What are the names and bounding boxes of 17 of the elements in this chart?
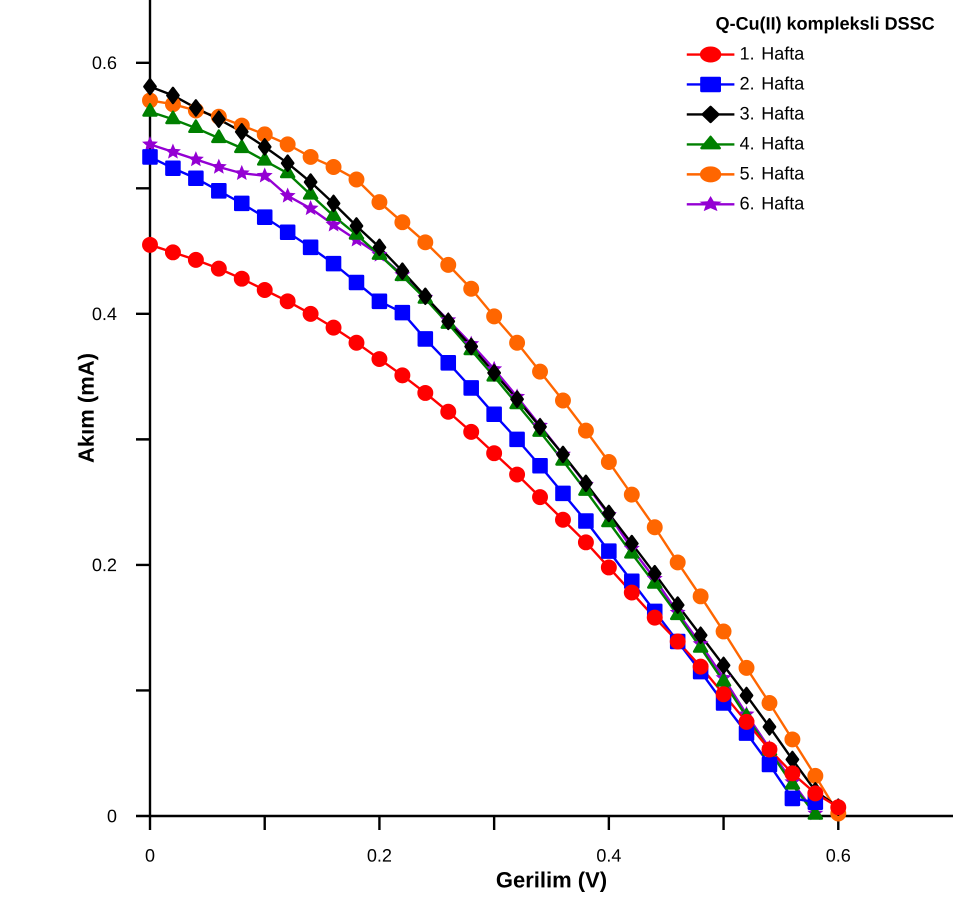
legend-label: 3. Hafta bbox=[740, 106, 804, 120]
legend-label: 1. Hafta bbox=[740, 46, 804, 60]
x-axis-title: Gerilim (V) bbox=[496, 871, 606, 892]
x-tick-label: 0 bbox=[146, 849, 154, 862]
legend-title: Q-Cu(II) kompleksli DSSC bbox=[716, 16, 934, 34]
legend-label: 4. Hafta bbox=[740, 136, 804, 150]
y-tick-label: 0.2 bbox=[92, 558, 116, 572]
legend-label: 2. Hafta bbox=[740, 76, 804, 90]
x-tick-label: 0.4 bbox=[597, 849, 621, 862]
legend-label: 5. Hafta bbox=[740, 166, 804, 180]
y-tick-label: 0.4 bbox=[92, 307, 116, 320]
y-tick-label: 0.6 bbox=[92, 56, 116, 70]
y-tick-label: 0 bbox=[108, 810, 116, 822]
y-axis-title: Akım (mA) bbox=[78, 354, 98, 462]
legend-label: 6. Hafta bbox=[740, 196, 804, 210]
x-tick-label: 0.6 bbox=[826, 849, 850, 862]
x-tick-label: 0.2 bbox=[368, 849, 392, 862]
